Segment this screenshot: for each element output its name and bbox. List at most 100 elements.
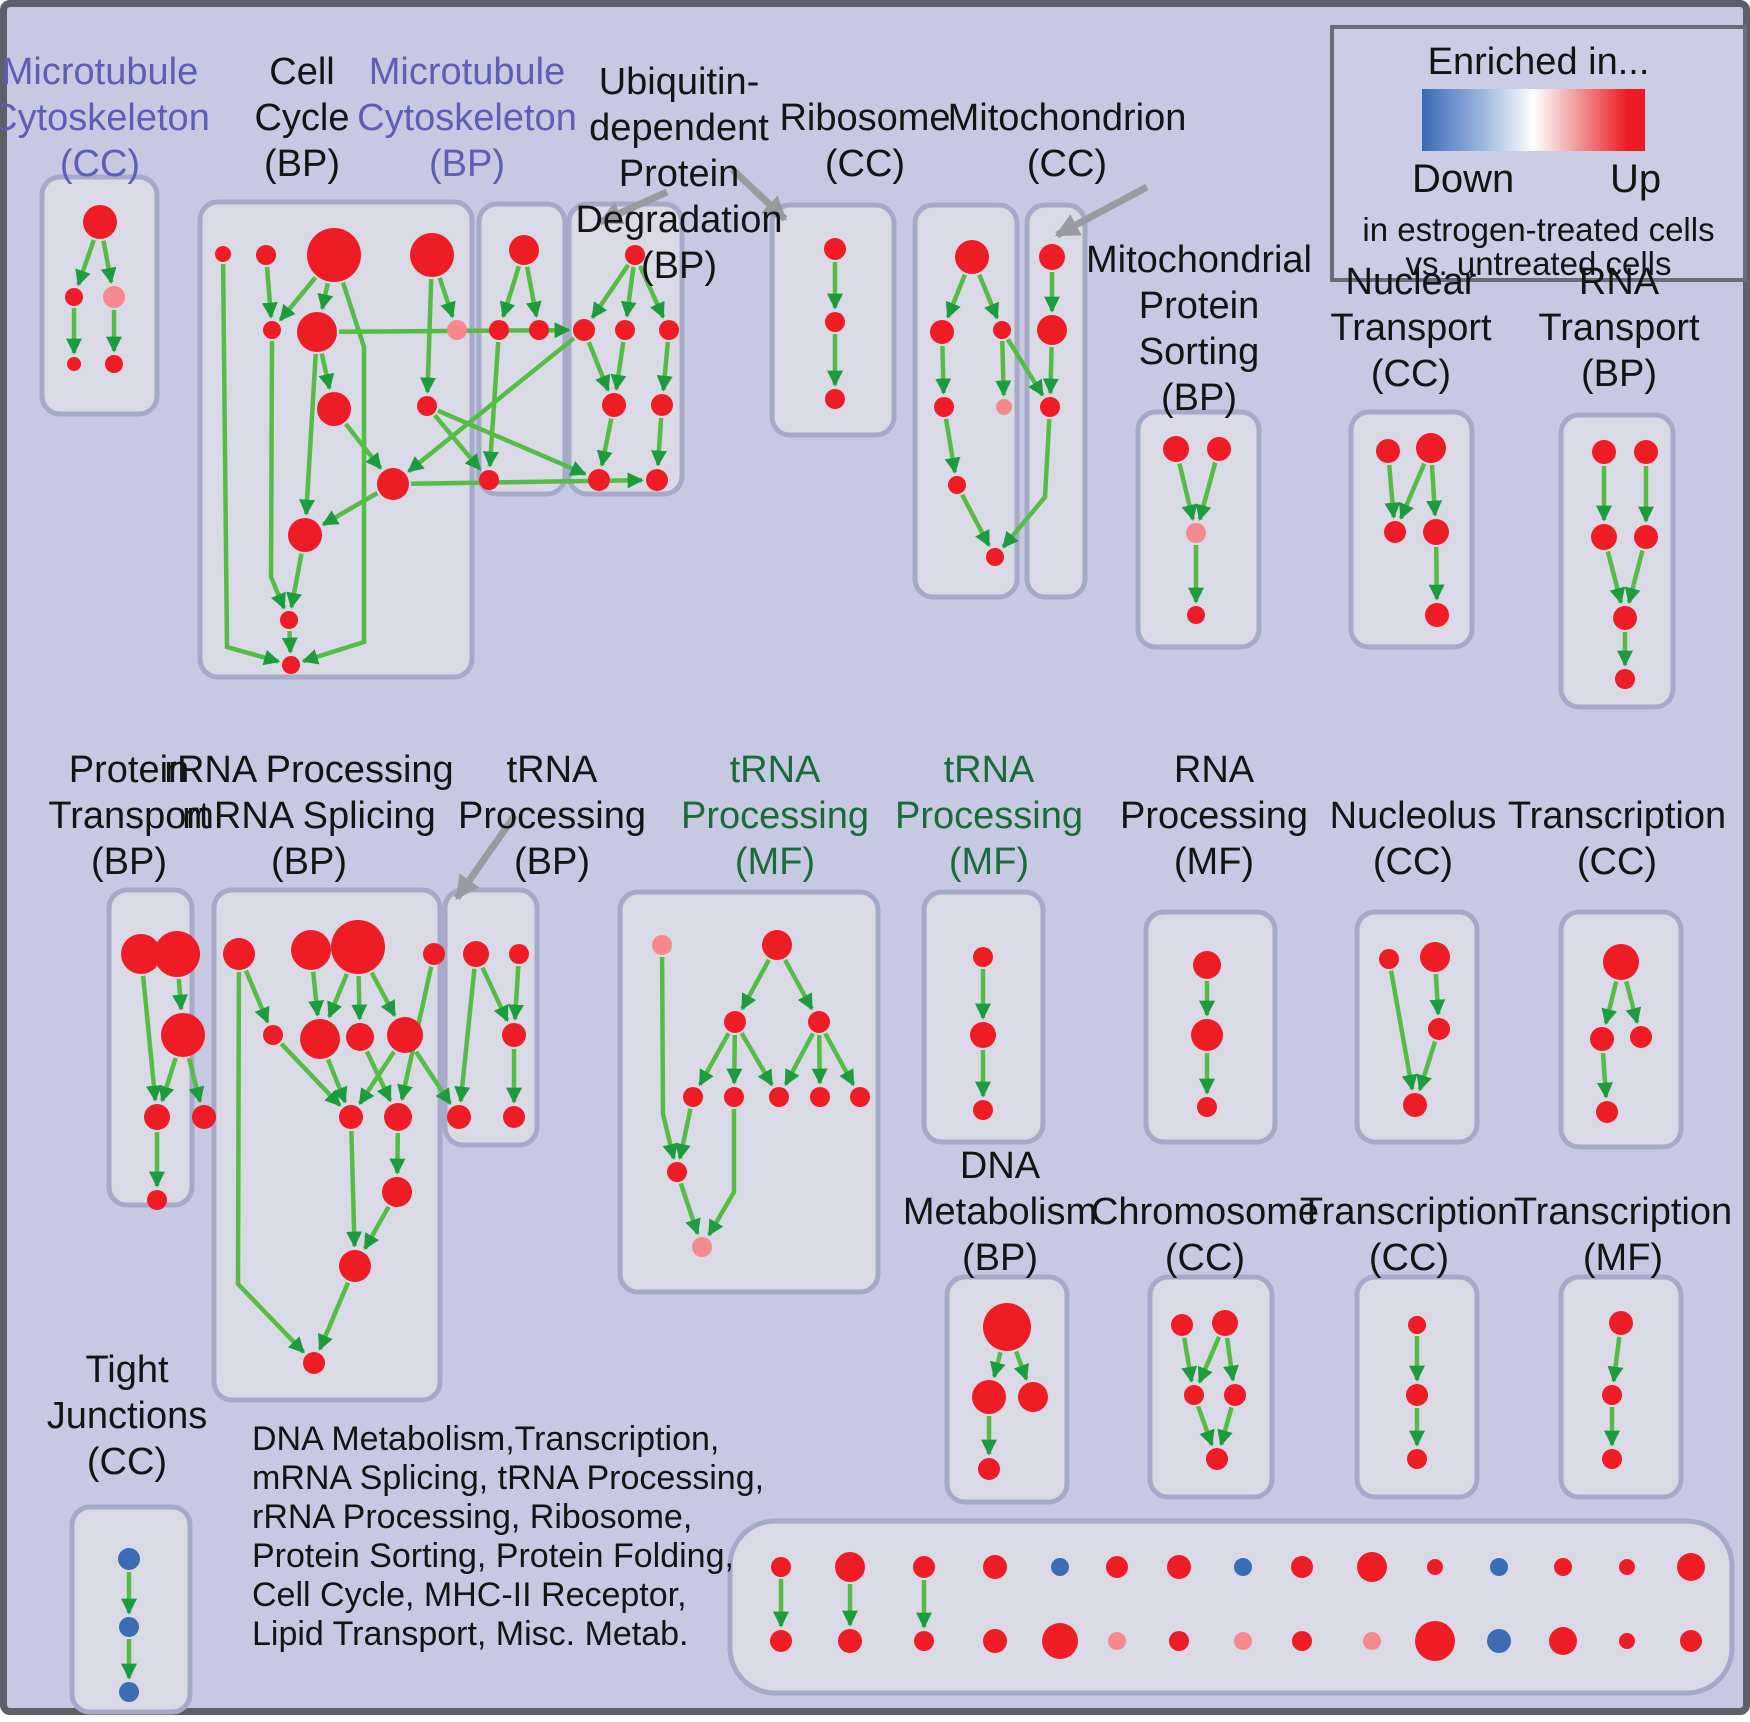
enrichment-edge [659,956,679,1160]
go-term-node [724,1011,746,1033]
tight-junctions-label: Tight Junctions (CC) [0,1347,387,1485]
ribosome-label-line: (CC) [824,143,906,185]
chromosome-label: Chromosome (CC) [945,1189,1465,1281]
go-term-node [161,1013,205,1057]
ribosome-label-line: Ribosome [779,97,951,139]
enrichment-edge [158,1057,178,1103]
nucleolus-label: Nucleolus (CC) [1153,793,1673,885]
cross-box-edge [437,408,587,477]
go-term-node [771,1557,791,1577]
go-term-node [1187,606,1205,624]
category-caption-line: Protein Sorting, Protein Folding, [252,1537,734,1575]
enrichment-edge [740,958,771,1011]
go-term-node [1602,1449,1622,1469]
go-term-node [1415,1621,1455,1661]
legend-title: Enriched in... [1427,41,1650,83]
ribosome-label: Ribosome (CC) [605,95,1125,187]
category-caption-line: mRNA Splicing, tRNA Processing, [252,1459,765,1497]
tight-junctions-label-line: Tight [85,1349,169,1391]
go-term-node [1630,1026,1652,1048]
go-term-node [1596,1101,1618,1123]
enrichment-edge [235,971,306,1354]
ubiquitin-label-line: dependent [589,107,769,149]
ubiquitin-label: Ubiquitin-dependent Protein Degradation (BP… [419,59,939,289]
nuclear-transport-label-line: Nuclear [1345,261,1477,303]
enrichment-edge [945,273,967,319]
enrichment-edge [697,1032,731,1087]
cell-cycle-box [197,199,475,680]
go-term-node [509,235,539,265]
go-term-node [762,930,792,960]
network-canvas [39,166,1735,1715]
go-term-node [825,312,845,332]
enrichment-edge [1601,980,1619,1026]
go-term-node [615,320,635,340]
enrichment-edge [299,353,318,516]
enrichment-edge [317,282,334,311]
go-term-node [1554,1558,1572,1576]
go-term-node [288,518,322,552]
go-term-node [588,469,610,491]
go-term-node [955,240,989,274]
dna-metabolism-label-line: (BP) [962,1237,1038,1279]
go-term-node [1363,1632,1381,1650]
microtubule-bp-label-line: Cytoskeleton [357,97,577,139]
go-term-node [810,1087,830,1107]
go-term-node [1212,1310,1238,1336]
enrichment-edge [707,1109,737,1237]
enrichment-edge [389,1132,406,1175]
mito-sorting-label-line: (BP) [1161,377,1237,419]
go-term-node [1420,942,1450,972]
cell-cycle-label-line: (BP) [264,143,340,185]
microtubule-cc-label-line: Microtubule [1,51,199,93]
enrichment-edge [637,264,666,319]
enrichment-edge [346,1130,363,1248]
nuclear-transport-label-line: (CC) [1370,353,1452,395]
go-term-node [1163,436,1189,462]
go-term-node [1619,1559,1635,1575]
enrichment-edge [1624,550,1645,605]
go-term-node [914,1631,934,1651]
enrichment-edge [186,1057,205,1104]
nuclear-transport-label: Nuclear Transport (CC) [1151,259,1671,397]
enrichment-edge [739,1032,774,1087]
go-term-node [417,396,437,416]
go-term-node [1234,1632,1252,1650]
go-term-node [346,1023,374,1051]
go-term-node [683,1087,703,1107]
go-term-node [1291,1556,1313,1578]
go-term-node [978,1458,1000,1480]
go-term-node [1615,669,1635,689]
enrichment-edge [1223,1337,1239,1382]
go-term-node [1487,1629,1511,1653]
enrichment-edge [586,341,611,392]
enrichment-edge [278,275,318,322]
go-term-node [769,1087,789,1107]
dna-metabolism-label-line: Metabolism [902,1191,1098,1233]
go-term-node [724,1087,744,1107]
enrichment-edge [990,1351,1006,1379]
go-term-node [317,392,351,426]
go-term-node [973,1100,993,1120]
ubiquitin-label-line: Degradation [575,199,783,241]
enrichment-edge [610,341,627,391]
rna-transport-label-line: (BP) [1581,353,1657,395]
rna-transport-box [1558,412,1676,710]
trna-mf-2-label-line: tRNA [943,749,1035,791]
go-term-node [1590,1027,1614,1051]
mitochondrion-label-line: Mitochondrion [947,97,1187,139]
go-term-node [1037,315,1067,345]
trna-mf-1-label-line: (MF) [734,841,816,883]
go-term-node [291,930,331,970]
microtubule-bp-label-line: (BP) [429,143,505,185]
enrichment-edge [172,978,188,1011]
ubiquitin-pointer-right-arrow [729,166,788,222]
tight-junctions-label-line: Junctions [46,1395,208,1437]
go-term-node [1416,433,1446,463]
mitochondrion-pointer-arrow [1054,183,1149,239]
go-term-node [331,920,385,974]
trna-mf-1-label: tRNA Processing (MF) [515,747,1035,885]
go-term-node [1427,1559,1443,1575]
trna-mf-2-label: tRNA Processing (MF) [729,747,1249,885]
